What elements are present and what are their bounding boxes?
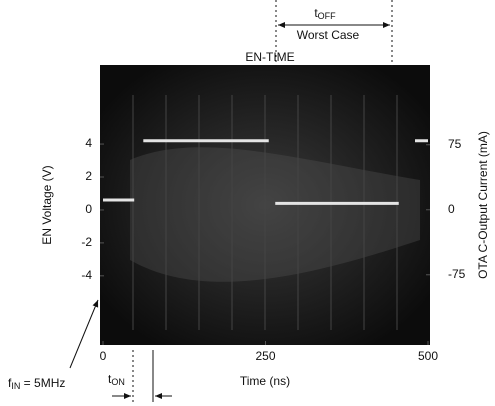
worst-case-label: Worst Case	[297, 28, 360, 42]
y-tick-label: -4	[81, 268, 92, 282]
x-tick-label: 0	[100, 349, 107, 363]
x-tick-label: 500	[418, 349, 438, 363]
y-tick-label: 2	[85, 169, 92, 183]
fin-label: fIN = 5MHz	[8, 376, 65, 391]
y-tick-label: -2	[81, 235, 92, 249]
y-tick-label: 4	[85, 136, 92, 150]
chart-title: EN-TIME	[245, 50, 294, 64]
x-tick-label: 250	[255, 349, 275, 363]
y-axis-label: EN Voltage (V)	[40, 165, 54, 244]
fin-arrow	[69, 299, 99, 369]
x-axis-label: Time (ns)	[240, 374, 290, 388]
current-envelope	[130, 147, 420, 282]
y2-tick-label: -75	[448, 267, 466, 281]
toff-label: tOFF	[314, 6, 336, 21]
y2-tick-label: 75	[448, 137, 462, 151]
trace	[103, 139, 428, 205]
ton-label: tON	[108, 372, 125, 387]
graticule	[132, 95, 398, 330]
y-tick-label: 0	[85, 202, 92, 216]
y2-axis-label: OTA C-Output Current (mA)	[476, 131, 490, 279]
y2-tick-label: 0	[448, 202, 455, 216]
